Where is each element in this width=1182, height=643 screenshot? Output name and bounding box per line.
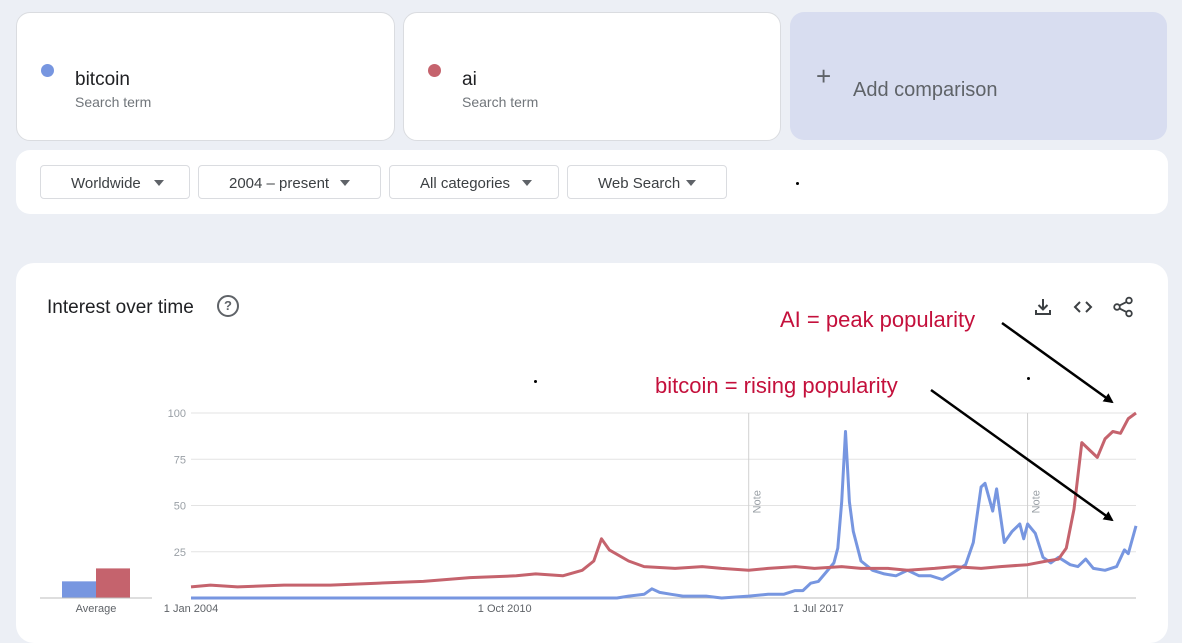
embed-icon[interactable] — [1072, 296, 1094, 318]
search-header: bitcoin Search term ai Search term + Add… — [0, 0, 1182, 238]
help-icon[interactable]: ? — [217, 295, 239, 317]
chevron-down-icon — [522, 180, 532, 186]
region-filter-dropdown[interactable]: Worldwide — [40, 165, 190, 199]
ai-annotation-arrow — [1001, 321, 1114, 404]
annotation-arrows — [930, 321, 1114, 522]
series-line-bitcoin — [191, 430, 1138, 600]
filter-label: All categories — [420, 175, 511, 192]
term-name[interactable]: bitcoin — [75, 69, 130, 90]
category-filter-dropdown[interactable]: All categories — [389, 165, 559, 199]
stray-dot — [534, 380, 537, 383]
search-term-card-bitcoin[interactable]: bitcoin Search term — [16, 12, 395, 141]
stray-dot — [796, 182, 799, 185]
note-label: Note — [752, 490, 764, 513]
plus-icon: + — [816, 61, 832, 91]
y-tick-label: 75 — [174, 454, 186, 466]
chart-series — [190, 411, 1138, 600]
bitcoin-annotation-arrow — [930, 388, 1114, 522]
term-color-dot — [41, 64, 54, 77]
stray-dot — [1027, 377, 1030, 380]
average-bars: Average — [40, 568, 152, 615]
filter-label: Worldwide — [71, 175, 141, 192]
filter-bar: Worldwide 2004 – present All categories … — [16, 150, 1168, 214]
x-tick-label: 1 Jan 2004 — [164, 603, 218, 615]
ai-annotation: AI = peak popularity — [780, 307, 976, 332]
average-bar — [96, 568, 130, 598]
search-type-filter-dropdown[interactable]: Web Search — [567, 165, 727, 199]
time-filter-dropdown[interactable]: 2004 – present — [198, 165, 381, 199]
average-bar — [62, 581, 96, 598]
share-icon[interactable] — [1112, 296, 1134, 318]
chevron-down-icon — [340, 180, 350, 186]
term-type-label: Search term — [462, 94, 539, 110]
y-tick-label: 50 — [174, 501, 186, 513]
term-name[interactable]: ai — [462, 69, 477, 90]
term-color-dot — [428, 64, 441, 77]
search-term-card-ai[interactable]: ai Search term — [403, 12, 781, 141]
download-icon[interactable] — [1032, 296, 1054, 318]
interest-line-chart: 100 75 50 25 1 Jan 2004 1 Oct 2010 1 Jul 2017 N… — [40, 321, 1138, 615]
note-label: Note — [1031, 490, 1043, 513]
x-tick-label: 1 Jul 2017 — [793, 603, 844, 615]
chart-grid: 100 75 50 25 1 Jan 2004 1 Oct 2010 1 Jul 2017 N… — [164, 408, 1136, 615]
filter-label: 2004 – present — [229, 175, 330, 192]
chevron-down-icon — [686, 180, 696, 186]
average-label: Average — [76, 603, 117, 615]
series-line-ai — [190, 411, 1137, 589]
bitcoin-annotation: bitcoin = rising popularity — [655, 373, 898, 398]
y-tick-label: 100 — [168, 408, 186, 420]
panel-title: Interest over time — [47, 297, 194, 318]
y-tick-label: 25 — [174, 547, 186, 559]
x-tick-label: 1 Oct 2010 — [478, 603, 532, 615]
interest-over-time-panel: Interest over time ? AI = peak popularit… — [16, 263, 1168, 643]
filter-label: Web Search — [598, 175, 681, 192]
term-type-label: Search term — [75, 94, 152, 110]
add-comparison-button[interactable]: + Add comparison — [790, 12, 1167, 140]
chevron-down-icon — [154, 180, 164, 186]
add-comparison-label: Add comparison — [853, 79, 998, 101]
